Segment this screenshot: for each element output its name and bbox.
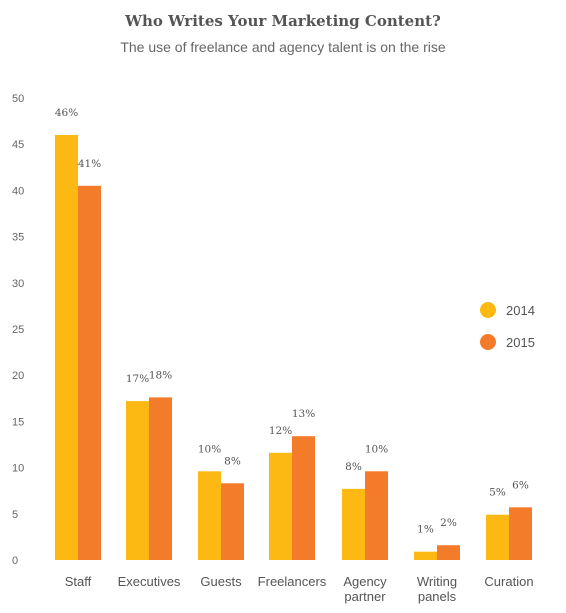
legend-label: 2015 (506, 335, 535, 350)
bar-2015-4 (365, 471, 388, 560)
bar-2014-2 (198, 471, 221, 560)
bar-2014-5 (414, 551, 437, 560)
y-tick-label: 15 (12, 416, 24, 428)
y-tick-label: 25 (12, 324, 24, 336)
data-label: 1% (417, 524, 434, 536)
chart-title: Who Writes Your Marketing Content? (125, 12, 441, 30)
category-label: Writing (417, 574, 457, 589)
data-label: 13% (292, 408, 315, 420)
legend-swatch-2014 (480, 302, 496, 318)
data-label: 46% (55, 107, 78, 119)
y-tick-label: 35 (12, 232, 24, 244)
category-label: Freelancers (258, 574, 327, 589)
chart-subtitle: The use of freelance and agency talent i… (120, 39, 446, 55)
bar-2015-3 (292, 436, 315, 560)
category-label: Curation (484, 574, 533, 589)
bar-2015-5 (437, 545, 460, 560)
bar-2014-3 (269, 452, 292, 560)
bar-2015-2 (221, 483, 244, 560)
data-label: 10% (198, 443, 221, 455)
data-labels: 46% 17% 10% 12% 8% 1% 5% 41% 18% 8% 13% 10% 2% 6% (55, 107, 529, 536)
bars (55, 134, 532, 560)
bar-2014-4 (342, 488, 365, 560)
y-axis: 0 5 10 15 20 25 30 35 40 45 50 (12, 93, 24, 567)
data-label: 8% (345, 461, 362, 473)
y-tick-label: 45 (12, 139, 24, 151)
y-tick-label: 5 (12, 509, 18, 521)
y-tick-label: 0 (12, 555, 18, 567)
category-label: panels (418, 589, 457, 604)
bar-2015-0 (78, 185, 101, 560)
y-tick-label: 10 (12, 463, 24, 475)
data-label: 6% (512, 479, 529, 491)
bar-2014-1 (126, 401, 149, 560)
y-tick-label: 50 (12, 93, 24, 105)
category-label: Agency (343, 574, 387, 589)
legend-swatch-2015 (480, 334, 496, 350)
category-label: partner (344, 589, 386, 604)
y-tick-label: 40 (12, 185, 24, 197)
data-label: 8% (224, 455, 241, 467)
bar-2015-1 (149, 397, 172, 560)
data-label: 12% (269, 425, 292, 437)
data-label: 18% (149, 369, 172, 381)
bar-2014-0 (55, 134, 78, 560)
data-label: 5% (489, 487, 506, 499)
bar-2015-6 (509, 507, 532, 560)
y-tick-label: 20 (12, 370, 24, 382)
category-label: Executives (118, 574, 181, 589)
bar-2014-6 (486, 514, 509, 560)
category-label: Staff (65, 574, 92, 589)
category-label: Guests (200, 574, 242, 589)
y-tick-label: 30 (12, 278, 24, 290)
data-label: 10% (365, 443, 388, 455)
data-label: 41% (78, 158, 101, 170)
legend: 2014 2015 (480, 302, 535, 350)
legend-label: 2014 (506, 303, 535, 318)
data-label: 2% (440, 517, 457, 529)
data-label: 17% (126, 373, 149, 385)
x-axis: Staff Executives Guests Freelancers Agencypa… (65, 574, 534, 604)
